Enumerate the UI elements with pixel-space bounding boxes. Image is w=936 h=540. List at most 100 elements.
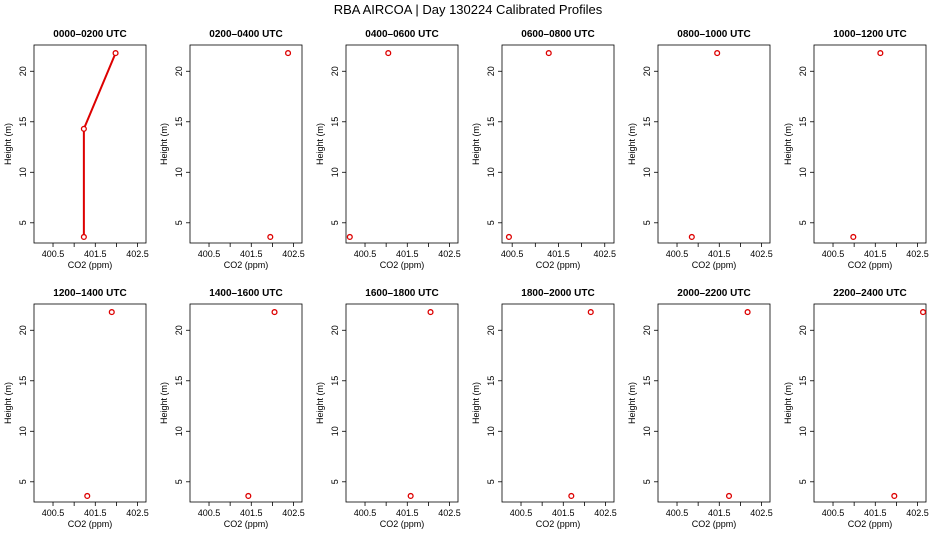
data-point	[568, 492, 575, 499]
x-axis-label: CO2 (ppm)	[380, 519, 425, 529]
x-tick-label: 402.5	[282, 249, 305, 259]
plot-frame	[33, 44, 147, 244]
y-tick-label: 20	[486, 66, 496, 76]
panel-title: 2200–2400 UTC	[833, 288, 906, 299]
x-tick-label: 402.5	[906, 249, 929, 259]
profile-panel: 2000–2200 UTC 400.5 401.5 402.5 5 10 15 20 CO2 (…	[627, 288, 773, 529]
x-tick-label: 400.5	[198, 508, 221, 518]
y-axis-label: Height (m)	[471, 123, 481, 165]
y-tick-label: 10	[18, 167, 28, 177]
plot-frame	[501, 44, 615, 244]
profile-panel: 1400–1600 UTC 400.5 401.5 402.5 5 10 15 20 CO2 (…	[159, 288, 305, 529]
y-axis-label: Height (m)	[627, 123, 637, 165]
y-tick-label: 5	[798, 479, 808, 484]
y-axis-label: Height (m)	[3, 123, 13, 165]
y-tick-label: 5	[18, 479, 28, 484]
y-tick-label: 10	[486, 167, 496, 177]
plot-frame	[345, 44, 459, 244]
plot-frame	[813, 303, 927, 503]
panel-title: 0600–0800 UTC	[521, 29, 594, 40]
data-point	[744, 309, 751, 316]
panel-title: 0000–0200 UTC	[53, 29, 126, 40]
data-point	[877, 50, 884, 57]
x-axis-label: CO2 (ppm)	[380, 260, 425, 270]
x-axis-label: CO2 (ppm)	[224, 260, 269, 270]
data-point	[112, 50, 119, 57]
plot-frame	[657, 44, 771, 244]
y-tick-label: 10	[798, 167, 808, 177]
x-axis-label: CO2 (ppm)	[692, 260, 737, 270]
plot-frame	[657, 303, 771, 503]
y-tick-label: 15	[174, 376, 184, 386]
x-tick-label: 401.5	[240, 508, 263, 518]
data-point	[267, 233, 274, 240]
x-tick-label: 400.5	[42, 508, 65, 518]
x-axis-label: CO2 (ppm)	[536, 260, 581, 270]
data-point	[919, 309, 927, 316]
x-tick-label: 402.5	[126, 249, 149, 259]
data-point	[108, 309, 115, 316]
profile-panel: 0800–1000 UTC 400.5 401.5 402.5 5 10 15 20 CO2 (…	[627, 29, 773, 270]
y-tick-label: 5	[174, 220, 184, 225]
y-tick-label: 15	[18, 117, 28, 127]
x-tick-label: 402.5	[750, 249, 773, 259]
plot-frame	[189, 44, 303, 244]
panel-title: 0400–0600 UTC	[365, 29, 438, 40]
x-tick-label: 401.5	[547, 249, 570, 259]
y-axis-label: Height (m)	[3, 382, 13, 424]
x-axis-label: CO2 (ppm)	[848, 519, 893, 529]
y-tick-label: 20	[18, 325, 28, 335]
panel-title: 1800–2000 UTC	[521, 288, 594, 299]
y-tick-label: 15	[18, 376, 28, 386]
data-point	[587, 309, 594, 316]
x-axis-label: CO2 (ppm)	[536, 519, 581, 529]
y-tick-label: 5	[642, 479, 652, 484]
x-tick-label: 401.5	[84, 508, 107, 518]
x-tick-label: 400.5	[666, 249, 689, 259]
x-axis-label: CO2 (ppm)	[68, 519, 113, 529]
y-tick-label: 20	[798, 325, 808, 335]
y-tick-label: 5	[486, 220, 496, 225]
y-tick-label: 15	[486, 376, 496, 386]
y-axis-label: Height (m)	[315, 123, 325, 165]
x-tick-label: 400.5	[822, 508, 845, 518]
data-point	[80, 125, 87, 132]
profile-panel: 0200–0400 UTC 400.5 401.5 402.5 5 10 15 20 CO2 (…	[159, 29, 305, 270]
data-point	[427, 309, 434, 316]
y-tick-label: 15	[174, 117, 184, 127]
x-tick-label: 401.5	[708, 508, 731, 518]
x-tick-label: 401.5	[84, 249, 107, 259]
data-point	[688, 233, 695, 240]
y-tick-label: 15	[642, 117, 652, 127]
y-tick-label: 10	[642, 167, 652, 177]
y-tick-label: 5	[642, 220, 652, 225]
y-axis-label: Height (m)	[159, 123, 169, 165]
y-tick-label: 10	[486, 426, 496, 436]
y-tick-label: 15	[798, 117, 808, 127]
plot-frame	[345, 303, 459, 503]
x-tick-label: 402.5	[593, 249, 616, 259]
y-tick-label: 15	[486, 117, 496, 127]
data-point	[285, 50, 292, 57]
x-tick-label: 402.5	[438, 508, 461, 518]
data-point	[714, 50, 721, 57]
x-tick-label: 400.5	[666, 508, 689, 518]
x-tick-label: 401.5	[396, 508, 419, 518]
y-tick-label: 5	[174, 479, 184, 484]
profile-panel: 1800–2000 UTC 400.5 401.5 402.5 5 10 15 20 CO2 (…	[471, 288, 617, 529]
y-tick-label: 5	[330, 479, 340, 484]
x-tick-label: 401.5	[552, 508, 575, 518]
y-axis-label: Height (m)	[159, 382, 169, 424]
x-tick-label: 402.5	[126, 508, 149, 518]
panel-grid: 0000–0200 UTC 400.5 401.5 402.5 5 10 15 20 CO2 (…	[3, 29, 929, 529]
y-tick-label: 5	[486, 479, 496, 484]
panel-title: 1200–1400 UTC	[53, 288, 126, 299]
y-tick-label: 5	[330, 220, 340, 225]
y-tick-label: 10	[174, 167, 184, 177]
x-tick-label: 400.5	[354, 249, 377, 259]
profile-panel: 2200–2400 UTC 400.5 401.5 402.5 5 10 15 20 CO2 (…	[783, 288, 929, 529]
data-point	[271, 309, 278, 316]
y-tick-label: 10	[18, 426, 28, 436]
y-tick-label: 20	[174, 66, 184, 76]
